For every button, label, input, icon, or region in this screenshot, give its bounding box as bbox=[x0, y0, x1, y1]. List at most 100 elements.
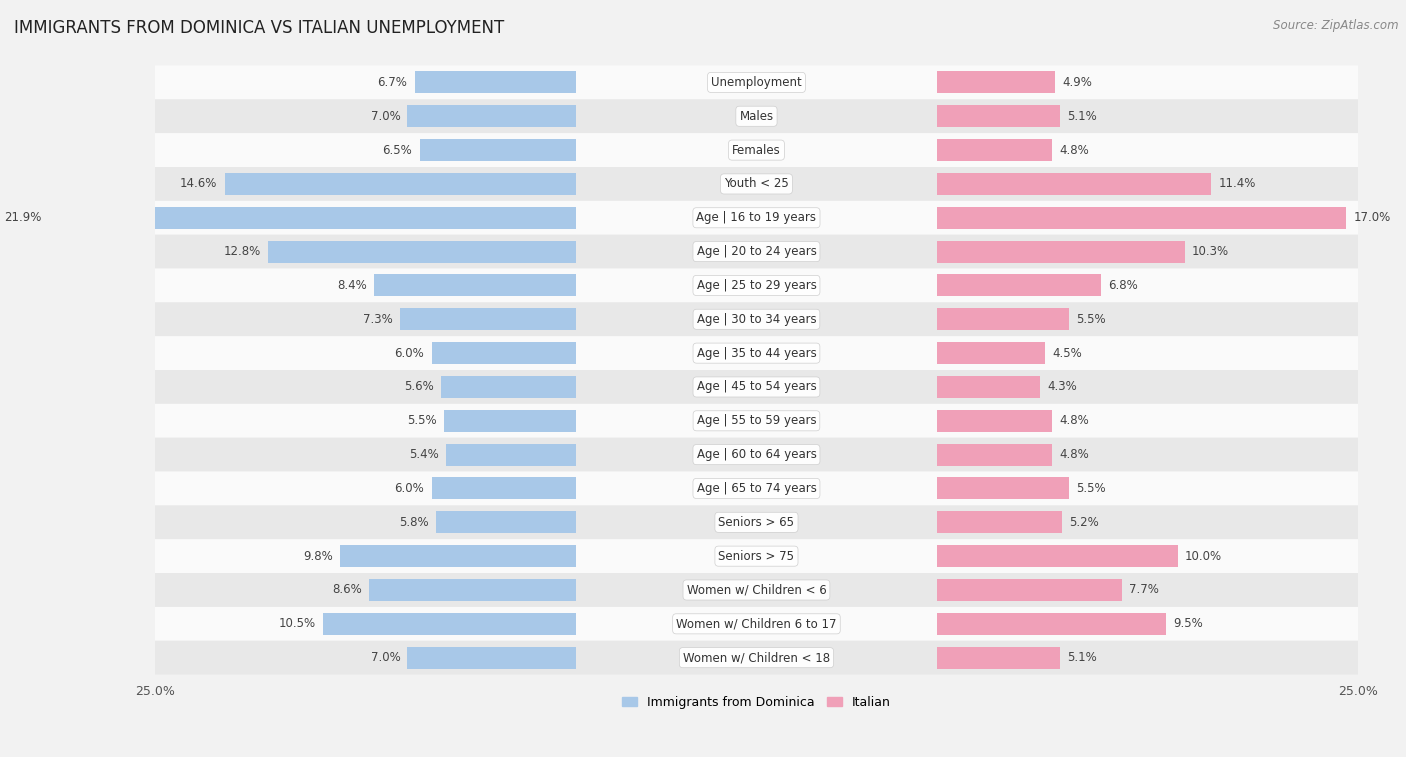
Bar bbox=[444, 410, 576, 431]
Text: Age | 20 to 24 years: Age | 20 to 24 years bbox=[696, 245, 817, 258]
FancyBboxPatch shape bbox=[155, 573, 1358, 607]
FancyBboxPatch shape bbox=[155, 640, 1358, 674]
Text: 4.5%: 4.5% bbox=[1053, 347, 1083, 360]
Text: Source: ZipAtlas.com: Source: ZipAtlas.com bbox=[1274, 19, 1399, 32]
Text: Age | 30 to 34 years: Age | 30 to 34 years bbox=[696, 313, 817, 326]
Bar bbox=[936, 613, 1166, 635]
FancyBboxPatch shape bbox=[155, 506, 1358, 539]
Text: 11.4%: 11.4% bbox=[1219, 177, 1256, 191]
Text: 9.5%: 9.5% bbox=[1173, 617, 1202, 631]
FancyBboxPatch shape bbox=[155, 438, 1358, 472]
Bar bbox=[441, 376, 576, 398]
Text: 7.0%: 7.0% bbox=[371, 651, 401, 664]
Text: 4.8%: 4.8% bbox=[1060, 414, 1090, 427]
Bar bbox=[936, 139, 1053, 161]
FancyBboxPatch shape bbox=[155, 167, 1358, 201]
Text: 7.0%: 7.0% bbox=[371, 110, 401, 123]
Text: 10.5%: 10.5% bbox=[278, 617, 316, 631]
Text: 6.0%: 6.0% bbox=[395, 347, 425, 360]
Bar bbox=[936, 579, 1122, 601]
Text: 4.8%: 4.8% bbox=[1060, 448, 1090, 461]
Text: Males: Males bbox=[740, 110, 773, 123]
Bar bbox=[49, 207, 576, 229]
Bar bbox=[936, 241, 1185, 263]
Text: Age | 35 to 44 years: Age | 35 to 44 years bbox=[696, 347, 817, 360]
Bar bbox=[936, 308, 1070, 330]
Text: Age | 65 to 74 years: Age | 65 to 74 years bbox=[696, 482, 817, 495]
FancyBboxPatch shape bbox=[155, 404, 1358, 438]
Bar bbox=[436, 511, 576, 534]
FancyBboxPatch shape bbox=[155, 133, 1358, 167]
Text: 8.6%: 8.6% bbox=[332, 584, 361, 597]
Text: Women w/ Children < 6: Women w/ Children < 6 bbox=[686, 584, 827, 597]
Text: 6.8%: 6.8% bbox=[1108, 279, 1137, 292]
Text: Seniors > 75: Seniors > 75 bbox=[718, 550, 794, 562]
Text: 5.1%: 5.1% bbox=[1067, 110, 1097, 123]
Text: 9.8%: 9.8% bbox=[304, 550, 333, 562]
Text: 4.8%: 4.8% bbox=[1060, 144, 1090, 157]
Text: Youth < 25: Youth < 25 bbox=[724, 177, 789, 191]
Bar bbox=[408, 105, 576, 127]
Bar bbox=[936, 207, 1346, 229]
FancyBboxPatch shape bbox=[155, 269, 1358, 302]
Text: 6.7%: 6.7% bbox=[378, 76, 408, 89]
Text: 7.7%: 7.7% bbox=[1129, 584, 1160, 597]
Bar bbox=[936, 342, 1045, 364]
Bar bbox=[936, 646, 1060, 668]
Bar bbox=[374, 275, 576, 297]
FancyBboxPatch shape bbox=[155, 201, 1358, 235]
Text: 12.8%: 12.8% bbox=[224, 245, 260, 258]
Text: 5.5%: 5.5% bbox=[1077, 313, 1107, 326]
Text: 8.4%: 8.4% bbox=[337, 279, 367, 292]
Text: IMMIGRANTS FROM DOMINICA VS ITALIAN UNEMPLOYMENT: IMMIGRANTS FROM DOMINICA VS ITALIAN UNEM… bbox=[14, 19, 505, 37]
Text: 17.0%: 17.0% bbox=[1354, 211, 1391, 224]
Text: 14.6%: 14.6% bbox=[180, 177, 218, 191]
Text: Unemployment: Unemployment bbox=[711, 76, 801, 89]
FancyBboxPatch shape bbox=[155, 302, 1358, 336]
Bar bbox=[446, 444, 576, 466]
Bar bbox=[323, 613, 576, 635]
Legend: Immigrants from Dominica, Italian: Immigrants from Dominica, Italian bbox=[617, 690, 896, 714]
Bar bbox=[936, 71, 1054, 93]
Bar bbox=[936, 545, 1178, 567]
Bar bbox=[936, 376, 1040, 398]
Bar bbox=[936, 275, 1101, 297]
Bar bbox=[936, 511, 1062, 534]
FancyBboxPatch shape bbox=[155, 539, 1358, 573]
Text: 6.0%: 6.0% bbox=[395, 482, 425, 495]
Bar bbox=[340, 545, 576, 567]
Text: 5.5%: 5.5% bbox=[1077, 482, 1107, 495]
Text: Age | 16 to 19 years: Age | 16 to 19 years bbox=[696, 211, 817, 224]
Text: Age | 55 to 59 years: Age | 55 to 59 years bbox=[696, 414, 817, 427]
FancyBboxPatch shape bbox=[155, 235, 1358, 269]
Bar bbox=[432, 478, 576, 500]
Bar bbox=[936, 410, 1053, 431]
Text: 21.9%: 21.9% bbox=[4, 211, 42, 224]
FancyBboxPatch shape bbox=[155, 607, 1358, 640]
Text: Age | 60 to 64 years: Age | 60 to 64 years bbox=[696, 448, 817, 461]
Bar bbox=[432, 342, 576, 364]
Text: 5.8%: 5.8% bbox=[399, 516, 429, 529]
Bar bbox=[401, 308, 576, 330]
Bar bbox=[225, 173, 576, 195]
Text: 4.3%: 4.3% bbox=[1047, 381, 1077, 394]
FancyBboxPatch shape bbox=[155, 99, 1358, 133]
FancyBboxPatch shape bbox=[155, 472, 1358, 506]
Text: 4.9%: 4.9% bbox=[1062, 76, 1092, 89]
Text: 6.5%: 6.5% bbox=[382, 144, 412, 157]
Bar bbox=[269, 241, 576, 263]
Text: Age | 45 to 54 years: Age | 45 to 54 years bbox=[696, 381, 817, 394]
Text: 5.5%: 5.5% bbox=[406, 414, 436, 427]
Bar bbox=[936, 478, 1070, 500]
Text: Women w/ Children < 18: Women w/ Children < 18 bbox=[683, 651, 830, 664]
Bar bbox=[936, 105, 1060, 127]
Text: Women w/ Children 6 to 17: Women w/ Children 6 to 17 bbox=[676, 617, 837, 631]
Bar bbox=[419, 139, 576, 161]
Bar bbox=[936, 173, 1212, 195]
Text: 10.3%: 10.3% bbox=[1192, 245, 1229, 258]
Text: 5.4%: 5.4% bbox=[409, 448, 439, 461]
Text: 5.2%: 5.2% bbox=[1070, 516, 1099, 529]
Text: Age | 25 to 29 years: Age | 25 to 29 years bbox=[696, 279, 817, 292]
Bar bbox=[415, 71, 576, 93]
Bar bbox=[936, 444, 1053, 466]
